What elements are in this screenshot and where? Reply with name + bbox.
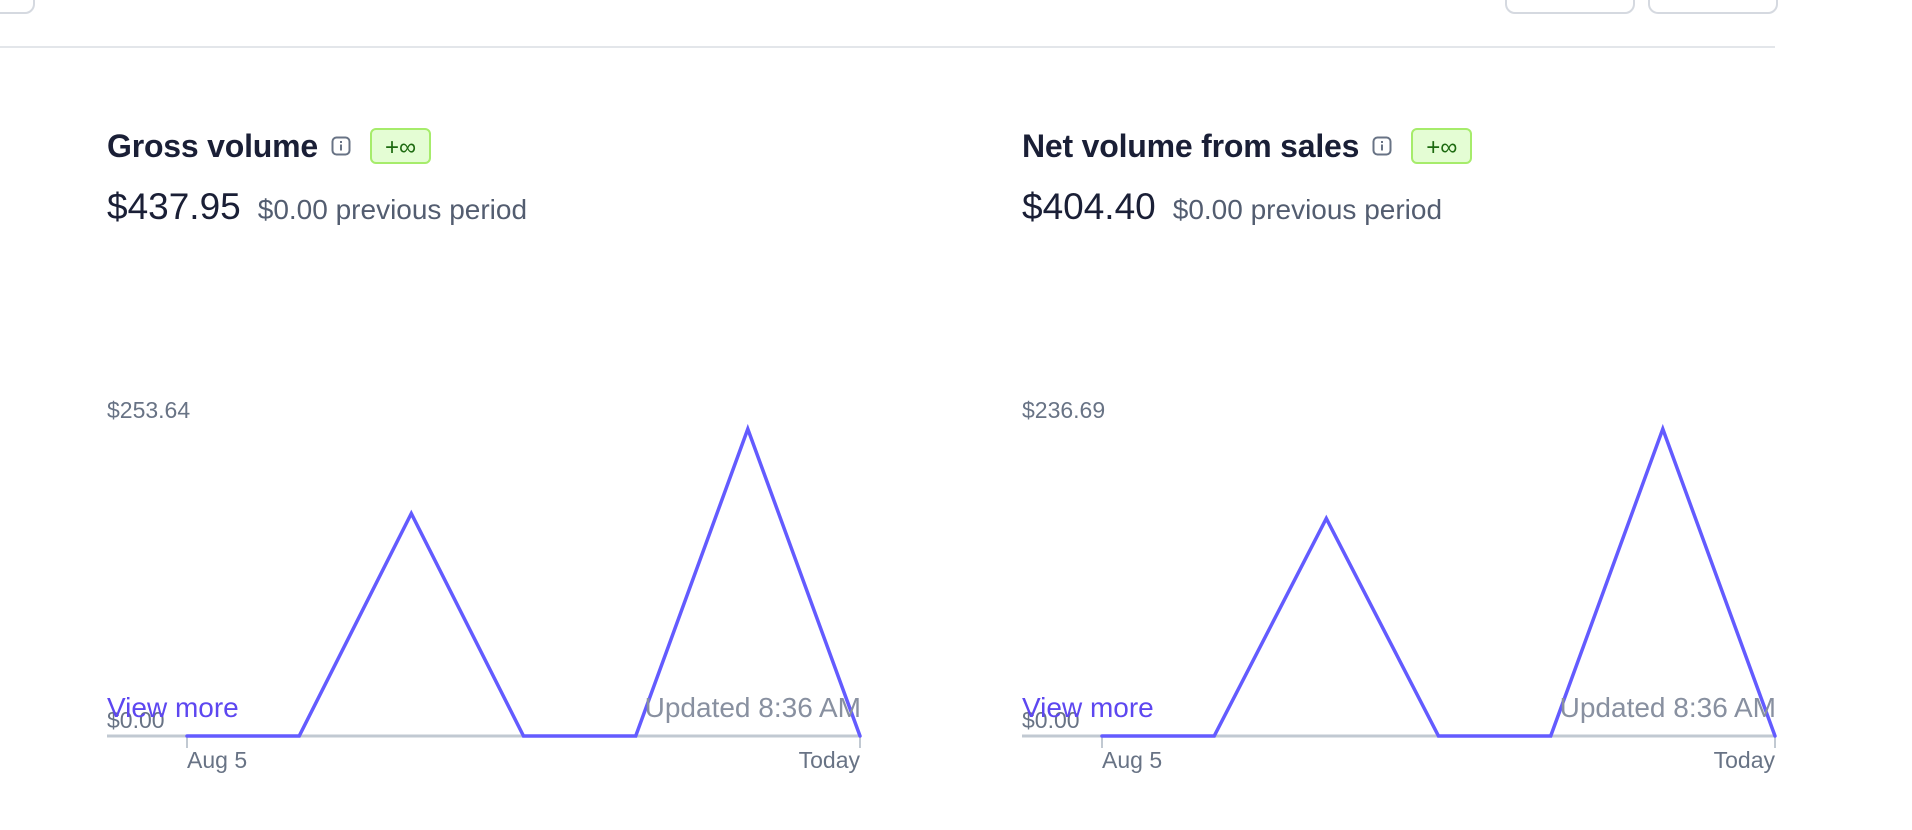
card-title: Net volume from sales [1022,127,1360,164]
updated-time: Updated 8:36 AM [644,692,861,723]
view-more-link[interactable]: View more [1022,692,1154,723]
net-volume-chart: $236.69 $0.00 Aug 5 Today [1022,397,1777,773]
gross-volume-card: Gross volume +∞ $437.95 $0.00 previous p… [107,120,862,773]
updated-time: Updated 8:36 AM [1559,692,1776,723]
amount-row: $404.40 $0.00 previous period [1022,186,1442,228]
info-icon[interactable] [331,136,351,156]
card-title-row: Net volume from sales +∞ [1022,124,1473,168]
x-label-start: Aug 5 [187,747,247,773]
y-min-label: $0.00 [107,707,165,733]
change-badge: +∞ [1411,128,1473,164]
previous-period: $0.00 previous period [257,194,528,225]
y-max-label: $253.64 [107,397,190,423]
previous-period: $0.00 previous period [1172,194,1443,225]
top-right-button-1[interactable] [1505,0,1635,14]
x-label-start: Aug 5 [1102,747,1162,773]
card-title: Gross volume [107,127,319,164]
top-left-button[interactable] [0,0,35,14]
amount-row: $437.95 $0.00 previous period [107,186,527,228]
change-badge: +∞ [370,128,432,164]
card-title-row: Gross volume +∞ [107,124,432,168]
current-amount: $437.95 [107,186,241,227]
info-icon[interactable] [1372,136,1392,156]
top-right-button-2[interactable] [1648,0,1778,14]
series-line [1100,423,1777,738]
header-divider [0,46,1775,48]
y-min-label: $0.00 [1022,707,1080,733]
series-line [185,423,862,738]
current-amount: $404.40 [1022,186,1156,227]
x-label-end: Today [1714,747,1776,773]
net-volume-card: Net volume from sales +∞ $404.40 $0.00 p… [1022,120,1777,773]
x-label-end: Today [799,747,861,773]
y-max-label: $236.69 [1022,397,1105,423]
view-more-link[interactable]: View more [107,692,239,723]
gross-volume-chart: $253.64 $0.00 Aug 5 Today [107,397,862,773]
